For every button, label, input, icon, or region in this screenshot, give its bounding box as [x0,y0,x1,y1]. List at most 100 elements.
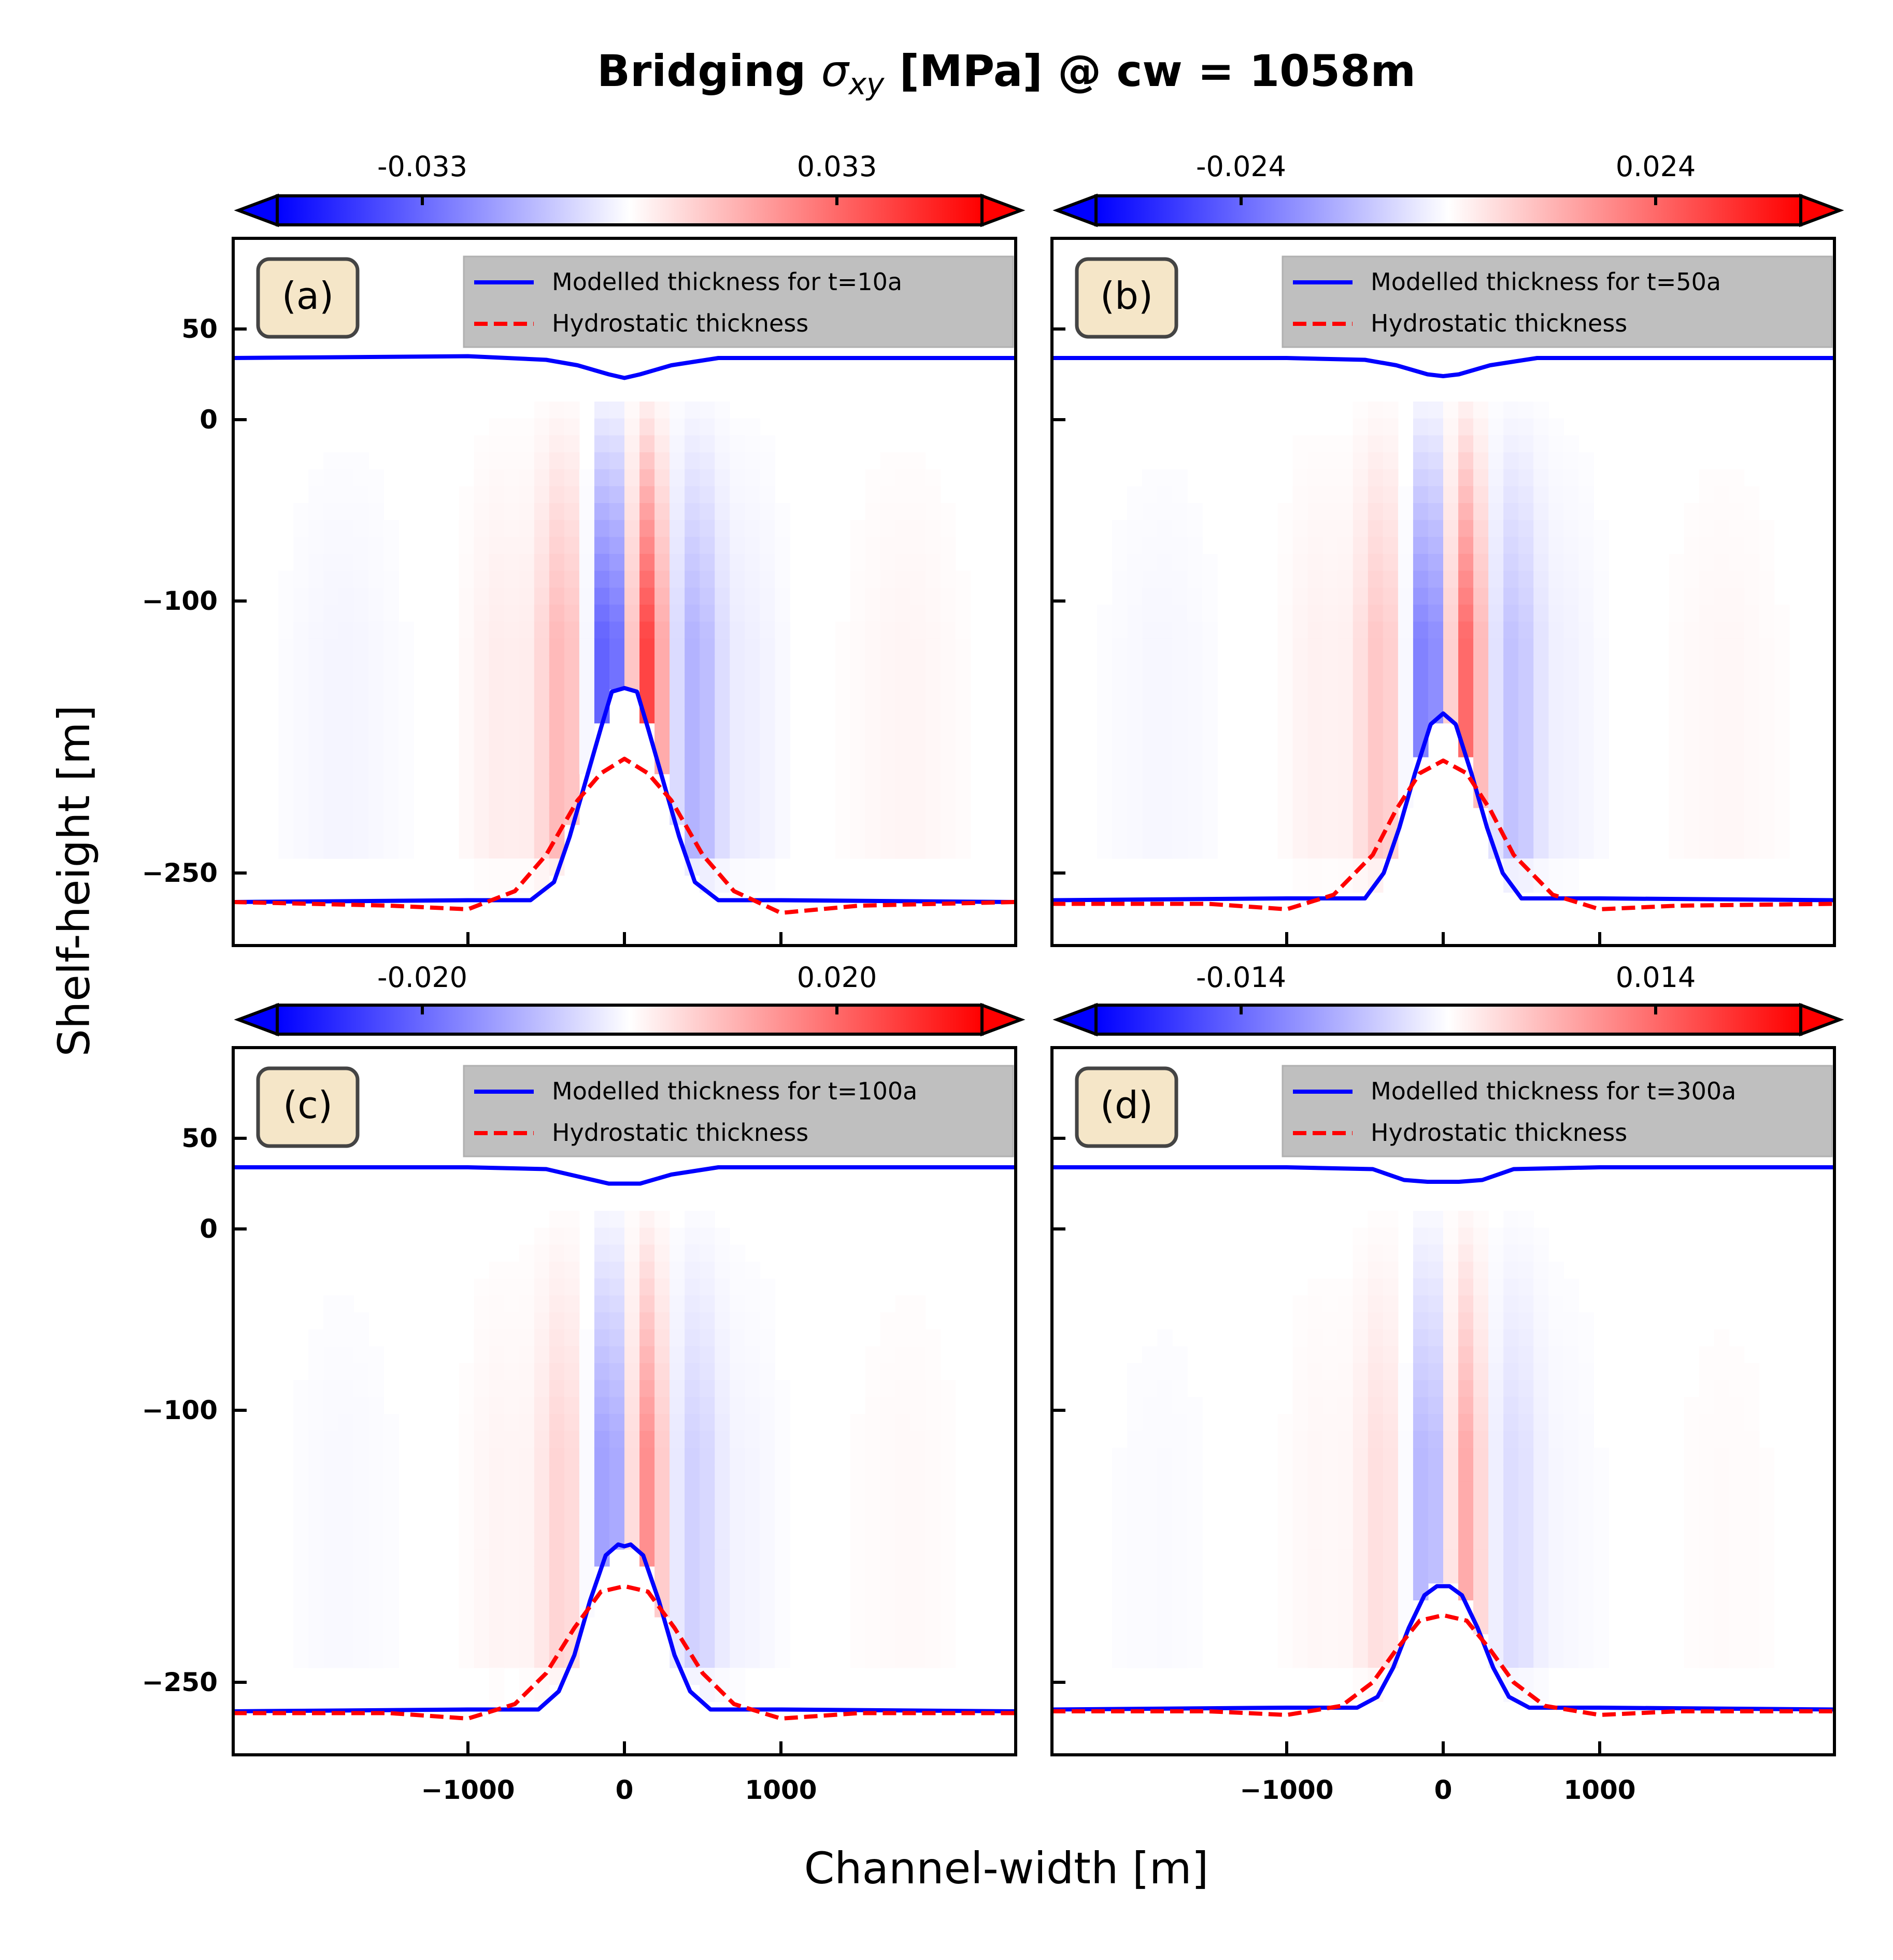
heatmap-cell [940,791,956,808]
heatmap-cell [1578,672,1594,690]
heatmap-cell [1714,503,1730,521]
heatmap-cell [1699,1515,1715,1533]
heatmap-cell [685,1515,700,1533]
heatmap-cell [1398,503,1414,521]
heatmap-cell [730,452,745,470]
heatmap-cell [1593,588,1610,605]
heatmap-cell [940,841,956,859]
heatmap-cell [1383,1278,1399,1296]
heatmap-cell [1277,1414,1293,1432]
heatmap-cell [760,1583,775,1600]
heatmap-cell [1398,1465,1414,1482]
heatmap-cell [1368,1532,1384,1550]
heatmap-cell [474,1312,490,1330]
heatmap-cell [1548,1363,1564,1381]
heatmap-cell [1322,1566,1339,1584]
heatmap-cell [910,1583,926,1600]
heatmap-cell [1322,1465,1339,1482]
heatmap-cell [1202,655,1218,673]
heatmap-cell [940,570,956,588]
heatmap-cell [955,570,971,588]
heatmap-cell [1398,1448,1414,1465]
heatmap-cell [368,689,384,707]
heatmap-cell [459,740,475,757]
heatmap-cell [1428,1227,1444,1245]
heatmap-cell [850,1583,866,1600]
heatmap-cell [1383,1430,1399,1448]
heatmap-cell [398,841,415,859]
heatmap-cell [1548,1566,1564,1584]
heatmap-cell [519,1329,535,1347]
heatmap-cell [1669,757,1685,775]
heatmap-cell [715,1329,730,1347]
heatmap-cell [1684,774,1700,791]
heatmap-cell [338,621,354,639]
heatmap-cell [730,774,745,791]
heatmap-cell [549,1600,565,1618]
heatmap-cell [1353,621,1369,639]
heatmap-cell [609,469,625,487]
heatmap-cell [624,537,640,554]
heatmap-cell [1503,554,1519,571]
heatmap-cell [1383,605,1399,622]
heatmap-cell [1503,1346,1519,1364]
heatmap-cell [654,1448,670,1465]
heatmap-cell [1322,791,1339,808]
heatmap-cell [609,570,625,588]
heatmap-cell [1368,621,1384,639]
heatmap-cell [594,1515,610,1533]
heatmap-cell [293,1617,309,1635]
colorbar-tick-label: 0.033 [797,150,877,183]
heatmap-cell [1593,1634,1610,1651]
heatmap-cell [1322,1430,1339,1448]
heatmap-cell [338,1634,354,1651]
heatmap-cell [1473,706,1489,724]
heatmap-cell [1563,1363,1579,1381]
heatmap-cell [1548,689,1564,707]
heatmap-cell [1443,605,1459,622]
heatmap-cell [489,1549,505,1567]
heatmap-cell [1548,588,1564,605]
heatmap-cell [760,1278,775,1296]
heatmap-cell [519,1363,535,1381]
heatmap-cell [1277,1634,1293,1651]
heatmap-cell [654,486,670,504]
heatmap-cell [1368,1549,1384,1567]
heatmap-cell [323,1295,339,1313]
modelled-thickness-line [1051,711,1835,903]
heatmap-cell [1142,1448,1158,1465]
heatmap-cell [730,520,745,537]
heatmap-cell [940,1515,956,1533]
heatmap-cell [489,605,505,622]
heatmap-cell [519,1312,535,1330]
heatmap-cell [1112,570,1128,588]
heatmap-cell [1398,1566,1414,1584]
heatmap-cell [1142,1515,1158,1533]
heatmap-cell [865,503,881,521]
heatmap-cell [1593,841,1610,859]
heatmap-cell [564,1583,580,1600]
heatmap-cell [760,1397,775,1414]
heatmap-cell [850,1448,866,1465]
heatmap-cell [1714,570,1730,588]
heatmap-cell [1383,774,1399,791]
heatmap-cell [1488,1380,1504,1397]
heatmap-cell [609,605,625,622]
heatmap-cell [549,1465,565,1482]
heatmap-cell [1593,1481,1610,1499]
heatmap-cell [1729,1448,1745,1465]
heatmap-cell [549,537,565,554]
heatmap-cell [1127,1600,1143,1618]
heatmap-cell [745,1549,760,1567]
heatmap-cell [730,605,745,622]
heatmap-cell [925,520,941,537]
heatmap-cell [1398,1600,1414,1618]
heatmap-cell [1428,1448,1444,1465]
heatmap-cell [1488,469,1504,487]
heatmap-cell [1744,486,1760,504]
heatmap-cell [1503,859,1519,876]
heatmap-cell [353,1448,369,1465]
heatmap-cell [1368,605,1384,622]
heatmap-cell [1337,689,1354,707]
heatmap-cell [1383,418,1399,436]
